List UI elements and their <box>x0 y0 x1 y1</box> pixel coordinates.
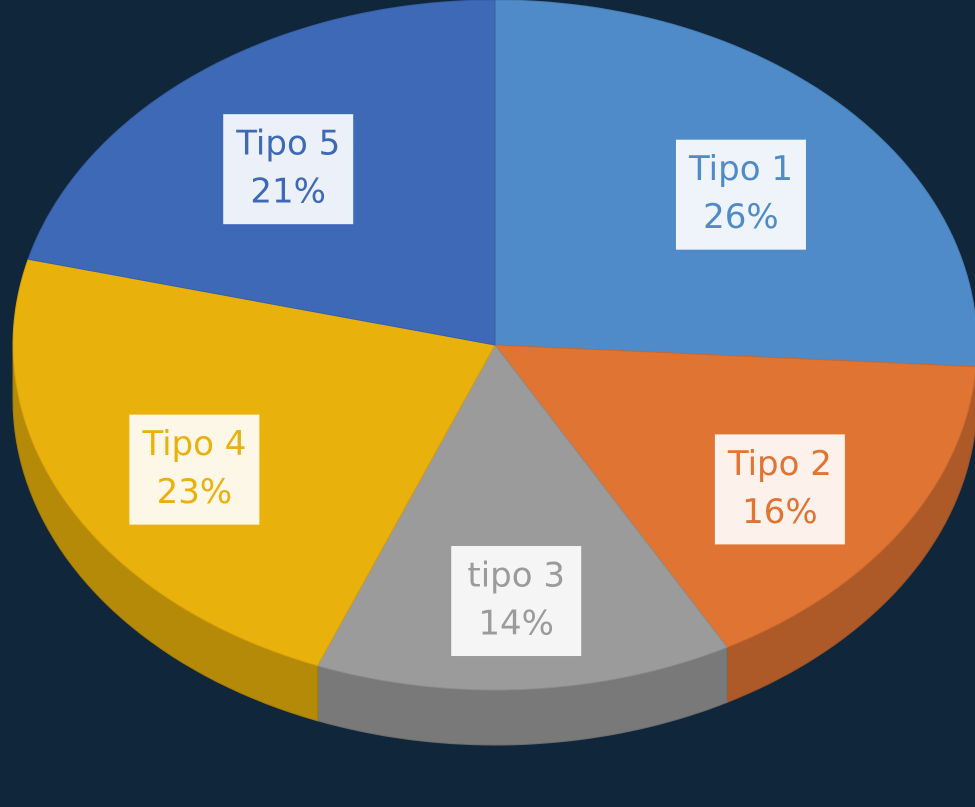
data-labels: Tipo 1 26% Tipo 2 16% tipo 3 14% Tipo 4 23% Tipo… <box>129 114 845 657</box>
data-label-category: Tipo 2 <box>727 444 832 484</box>
data-label-box <box>223 114 354 225</box>
data-label-category: Tipo 4 <box>141 424 246 464</box>
pie-slice <box>316 344 729 691</box>
data-label-category: Tipo 1 <box>688 149 793 189</box>
data-label-box <box>675 139 806 250</box>
data-label-value: 26% <box>703 197 779 237</box>
data-label-value: 16% <box>742 492 818 532</box>
data-label-value: 14% <box>478 604 554 644</box>
data-label-category: Tipo 5 <box>235 124 340 164</box>
data-label-box <box>451 546 582 657</box>
data-label-value: 23% <box>157 472 233 512</box>
data-label-value: 21% <box>250 172 326 212</box>
data-label-category: tipo 3 <box>467 556 565 596</box>
data-label-box <box>714 434 845 545</box>
data-label-box <box>129 414 260 525</box>
